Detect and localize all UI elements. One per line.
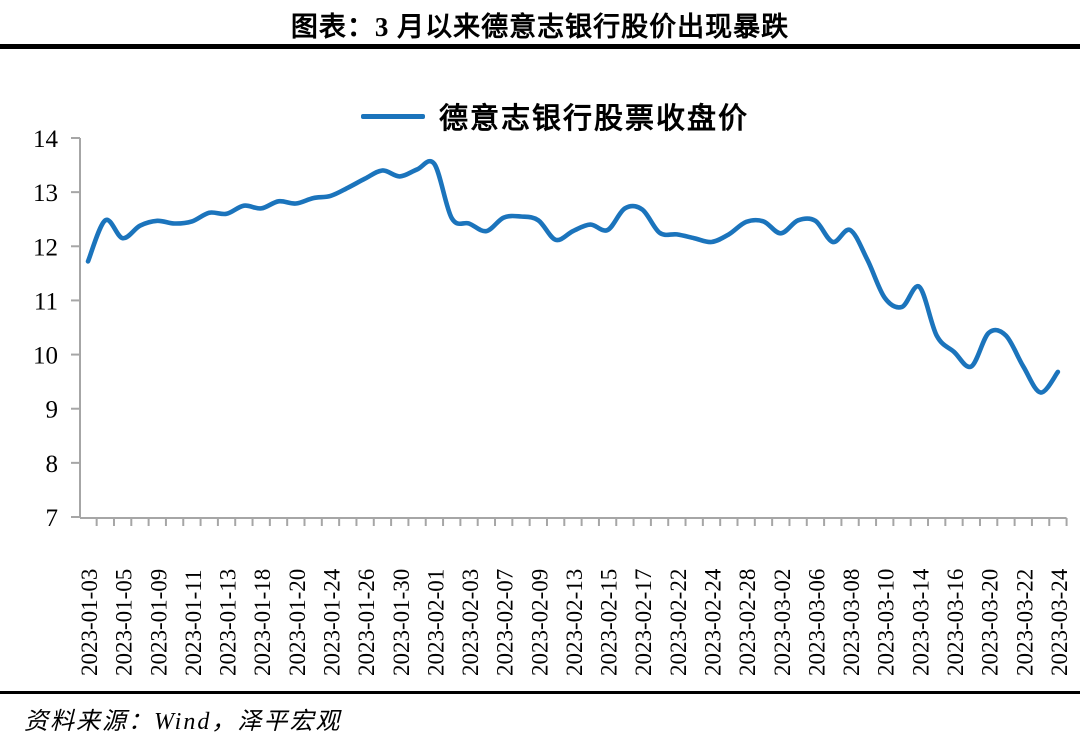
source-note: 资料来源：Wind，泽平宏观 (24, 709, 342, 735)
x-tick-label: 2023-03-02 (770, 569, 795, 676)
y-tick-label: 10 (33, 343, 58, 370)
y-tick-label: 7 (46, 505, 59, 532)
y-tick-label: 9 (46, 397, 59, 424)
legend-line-icon (360, 113, 425, 119)
x-tick-label: 2023-01-18 (250, 569, 275, 676)
x-tick-label: 2023-03-06 (804, 569, 829, 676)
x-tick-label: 2023-01-03 (77, 569, 102, 676)
x-tick-label: 2023-02-24 (701, 568, 726, 676)
x-tick-label: 2023-02-03 (458, 569, 483, 676)
x-tick-label: 2023-03-14 (908, 568, 933, 676)
close-price-line (85, 158, 1061, 395)
y-tick-label: 14 (33, 126, 59, 153)
stock-price-line-chart: 7 8 9 10 11 12 13 14 2023-01-03 2023-01-05 2023-01… (33, 126, 1072, 676)
x-tick-label: 2023-02-13 (562, 569, 587, 676)
footer-divider (0, 691, 1080, 694)
y-tick-label: 8 (46, 451, 59, 478)
x-tick-label: 2023-01-05 (112, 569, 137, 676)
x-tick-label: 2023-02-09 (527, 569, 552, 676)
x-tick-label: 2023-02-01 (423, 569, 448, 676)
x-tick-label: 2023-03-10 (874, 569, 899, 676)
y-tick-label: 13 (33, 180, 58, 207)
x-tick-label: 2023-03-08 (839, 569, 864, 676)
x-tick-label: 2023-02-07 (493, 569, 518, 676)
chart-title: 图表：3 月以来德意志银行股价出现暴跌 (290, 12, 790, 42)
x-tick-label: 2023-03-22 (1012, 569, 1037, 676)
x-tick-label: 2023-01-13 (216, 569, 241, 676)
legend: 德意志银行股票收盘价 (0, 95, 1080, 137)
x-tick-label: 2023-01-11 (181, 570, 206, 676)
title-divider (0, 44, 1080, 49)
x-tick-label: 2023-02-28 (735, 569, 760, 676)
x-tick-label: 2023-03-20 (978, 569, 1003, 676)
y-tick-label: 11 (34, 288, 58, 315)
legend-label: 德意志银行股票收盘价 (438, 103, 749, 135)
x-tick-label: 2023-02-22 (666, 569, 691, 676)
x-tick-label: 2023-01-26 (354, 569, 379, 676)
x-tick-label: 2023-01-09 (146, 569, 171, 676)
x-tick-label: 2023-01-20 (285, 569, 310, 676)
x-tick-label: 2023-03-16 (943, 569, 968, 676)
x-tick-label: 2023-02-17 (631, 569, 656, 676)
x-tick-label: 2023-03-24 (1047, 568, 1072, 676)
y-tick-label: 12 (33, 234, 58, 261)
x-tick-label: 2023-01-24 (319, 568, 344, 676)
x-tick-label: 2023-02-15 (597, 569, 622, 676)
x-tick-label: 2023-01-30 (389, 569, 414, 676)
